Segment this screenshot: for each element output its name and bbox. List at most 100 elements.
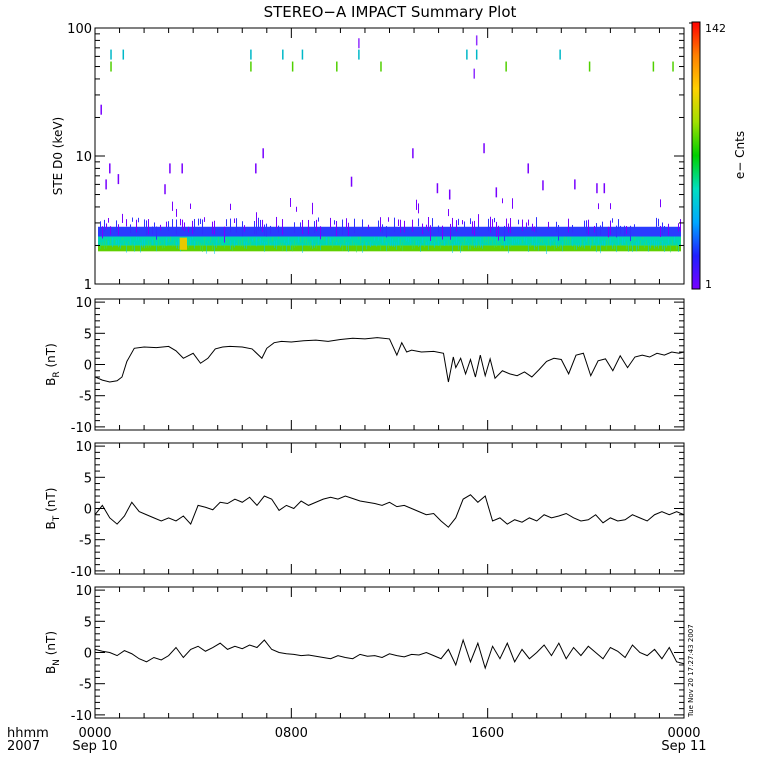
- event-mark: [380, 61, 382, 72]
- heatmap-cell: [366, 242, 367, 250]
- heatmap-cell: [598, 203, 599, 210]
- heatmap-cell: [182, 219, 183, 231]
- heatmap-cell: [456, 237, 457, 244]
- series-line: [94, 337, 685, 383]
- heatmap-cell: [430, 225, 431, 241]
- heatmap-cell: [246, 241, 247, 249]
- heatmap-cell: [584, 220, 585, 229]
- heatmap-cell: [232, 243, 233, 252]
- heatmap-cell: [416, 240, 417, 246]
- colorbar-gradient: [691, 21, 701, 290]
- heatmap-cell: [354, 242, 355, 246]
- heatmap-cell: [494, 217, 495, 223]
- y-tick-label: 10: [75, 296, 92, 311]
- heatmap-cell: [630, 239, 631, 249]
- heatmap-cell: [278, 236, 279, 240]
- heatmap-cell: [276, 240, 277, 250]
- heatmap-cell: [558, 225, 559, 241]
- y-label-unit: (nT): [44, 631, 58, 659]
- heatmap-cell: [152, 226, 153, 235]
- heatmap-cell: [562, 241, 563, 252]
- heatmap-cell: [342, 219, 343, 235]
- band-dense-low: [98, 245, 681, 252]
- heatmap-cell: [630, 225, 631, 242]
- event-mark: [122, 49, 125, 60]
- heatmap-cell: [206, 244, 207, 254]
- y-tick-label: 10: [75, 440, 92, 455]
- heatmap-cell: [436, 236, 437, 242]
- heatmap-cell: [586, 220, 587, 234]
- heatmap-cell: [664, 226, 665, 233]
- band-mid: [98, 236, 681, 246]
- y-tick-label: 10: [75, 150, 92, 165]
- heatmap-cell: [274, 240, 275, 248]
- heatmap-cell: [150, 241, 151, 248]
- heatmap-cell: [518, 239, 519, 245]
- heatmap-cell: [224, 226, 225, 243]
- heatmap-cell: [204, 237, 205, 246]
- heatmap-cell: [620, 243, 621, 246]
- heatmap-cell: [552, 238, 553, 242]
- heatmap-cell: [598, 237, 599, 245]
- event-mark: [596, 183, 598, 194]
- heatmap-cell: [314, 221, 315, 233]
- heatmap-cell: [208, 240, 209, 244]
- heatmap-cell: [496, 239, 497, 248]
- heatmap-cell: [302, 219, 303, 235]
- panel-1: -10 -5 0 5 10 BR (nT): [44, 296, 685, 436]
- heatmap-cell: [502, 198, 503, 204]
- heatmap-cell: [214, 220, 215, 235]
- heatmap-cell: [480, 237, 481, 248]
- heatmap-cell: [664, 243, 665, 252]
- heatmap-cell: [210, 236, 211, 243]
- event-mark: [250, 49, 252, 60]
- heatmap-cell: [264, 241, 265, 252]
- event-mark: [483, 143, 485, 154]
- y-axis-label: STE D0 (keV): [51, 117, 65, 196]
- heatmap-cell: [660, 225, 661, 237]
- heatmap-cell: [438, 240, 439, 246]
- heatmap-cell: [192, 236, 193, 240]
- heatmap-cell: [388, 242, 389, 249]
- heatmap-cell: [612, 242, 613, 249]
- heatmap-cell: [238, 239, 239, 247]
- event-mark: [110, 61, 112, 72]
- heatmap-cell: [144, 219, 145, 228]
- heatmap-cell: [322, 237, 323, 240]
- heatmap-cell: [122, 237, 123, 241]
- series-line: [94, 494, 685, 528]
- heatmap-cell: [142, 239, 143, 248]
- event-mark: [475, 35, 478, 46]
- heatmap-cell: [452, 243, 453, 254]
- heatmap-cell: [194, 240, 195, 249]
- heatmap-cell: [640, 240, 641, 246]
- heatmap-cell: [568, 218, 569, 233]
- heatmap-cell: [172, 243, 173, 247]
- heatmap-cell: [158, 237, 159, 247]
- heatmap-cell: [668, 223, 669, 236]
- heatmap-cell: [592, 239, 593, 247]
- heatmap-cell: [198, 218, 199, 226]
- heatmap-cell: [316, 242, 317, 249]
- heatmap-cell: [314, 243, 315, 248]
- heatmap-cell: [530, 243, 531, 247]
- event-mark: [412, 148, 414, 159]
- heatmap-cell: [260, 219, 261, 231]
- heatmap-cell: [116, 220, 117, 233]
- heatmap-cell: [234, 240, 235, 248]
- heatmap-cell: [178, 239, 179, 250]
- heatmap-cell: [668, 238, 669, 244]
- heatmap-cell: [382, 224, 383, 234]
- heatmap-cell: [300, 222, 301, 228]
- heatmap-cell: [586, 237, 587, 242]
- event-mark: [100, 104, 102, 115]
- event-mark: [109, 163, 111, 174]
- heatmap-cell: [394, 217, 395, 232]
- heatmap-cell: [262, 219, 263, 233]
- heatmap-cell: [528, 219, 529, 226]
- heatmap-cell: [618, 219, 619, 229]
- heatmap-cell: [242, 221, 243, 237]
- heatmap-cell: [286, 242, 287, 252]
- heatmap-cell: [320, 243, 321, 251]
- heatmap-cell: [662, 222, 663, 236]
